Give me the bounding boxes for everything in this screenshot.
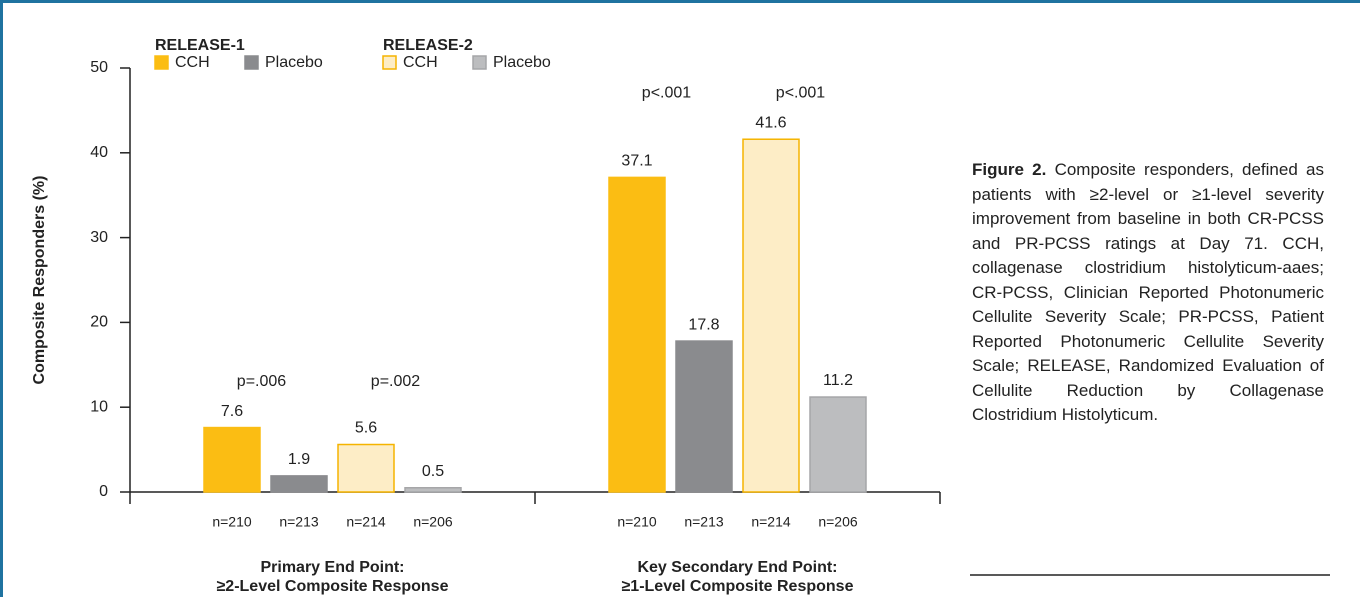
value-label: 37.1 — [621, 153, 652, 170]
legend-swatch — [154, 55, 169, 70]
y-tick-label: 40 — [90, 144, 108, 161]
legend-label: CCH — [403, 54, 438, 71]
n-label: n=206 — [413, 514, 453, 530]
y-tick-label: 0 — [99, 483, 108, 500]
p-value: p<.001 — [642, 84, 691, 101]
bar — [809, 396, 867, 493]
n-label: n=210 — [212, 514, 252, 530]
legend-swatch — [382, 55, 397, 70]
value-label: 11.2 — [823, 372, 853, 389]
x-category-label: ≥2-Level Composite Response — [217, 578, 449, 595]
legend-swatch — [244, 55, 259, 70]
bar — [608, 176, 666, 493]
legend-label: Placebo — [493, 54, 551, 71]
p-value: p<.001 — [776, 84, 825, 101]
p-value: p=.006 — [237, 373, 286, 390]
value-label: 7.6 — [221, 403, 243, 420]
y-tick-label: 10 — [90, 398, 108, 415]
y-axis-title: Composite Responders (%) — [31, 176, 48, 385]
value-label: 41.6 — [755, 114, 786, 131]
value-label: 1.9 — [288, 451, 310, 468]
value-label: 17.8 — [688, 316, 719, 333]
n-label: n=210 — [617, 514, 657, 530]
legend-label: Placebo — [265, 54, 323, 71]
legend-swatch — [472, 55, 487, 70]
p-value: p=.002 — [371, 373, 420, 390]
n-label: n=214 — [346, 514, 386, 530]
y-tick-label: 20 — [90, 314, 108, 331]
bar — [675, 340, 733, 493]
bar — [270, 475, 328, 493]
x-category-label: ≥1-Level Composite Response — [622, 578, 854, 595]
value-label: 0.5 — [422, 463, 444, 480]
legend-group-title: RELEASE-2 — [383, 37, 473, 54]
n-label: n=213 — [279, 514, 319, 530]
bar — [203, 426, 261, 493]
legend-label: CCH — [175, 54, 210, 71]
bar — [404, 487, 462, 493]
y-tick-label: 30 — [90, 229, 108, 246]
caption-label: Figure 2. — [972, 160, 1047, 179]
x-category-label: Key Secondary End Point: — [637, 559, 837, 576]
y-tick-label: 50 — [90, 59, 108, 76]
n-label: n=214 — [751, 514, 791, 530]
legend-group-title: RELEASE-1 — [155, 37, 245, 54]
caption-text: Composite responders, defined as patient… — [972, 160, 1324, 424]
x-category-label: Primary End Point: — [260, 559, 404, 576]
value-label: 5.6 — [355, 420, 377, 437]
caption: Figure 2. Composite responders, defined … — [972, 158, 1324, 428]
bar — [742, 138, 800, 493]
bar — [337, 443, 395, 493]
n-label: n=213 — [684, 514, 724, 530]
n-label: n=206 — [818, 514, 858, 530]
